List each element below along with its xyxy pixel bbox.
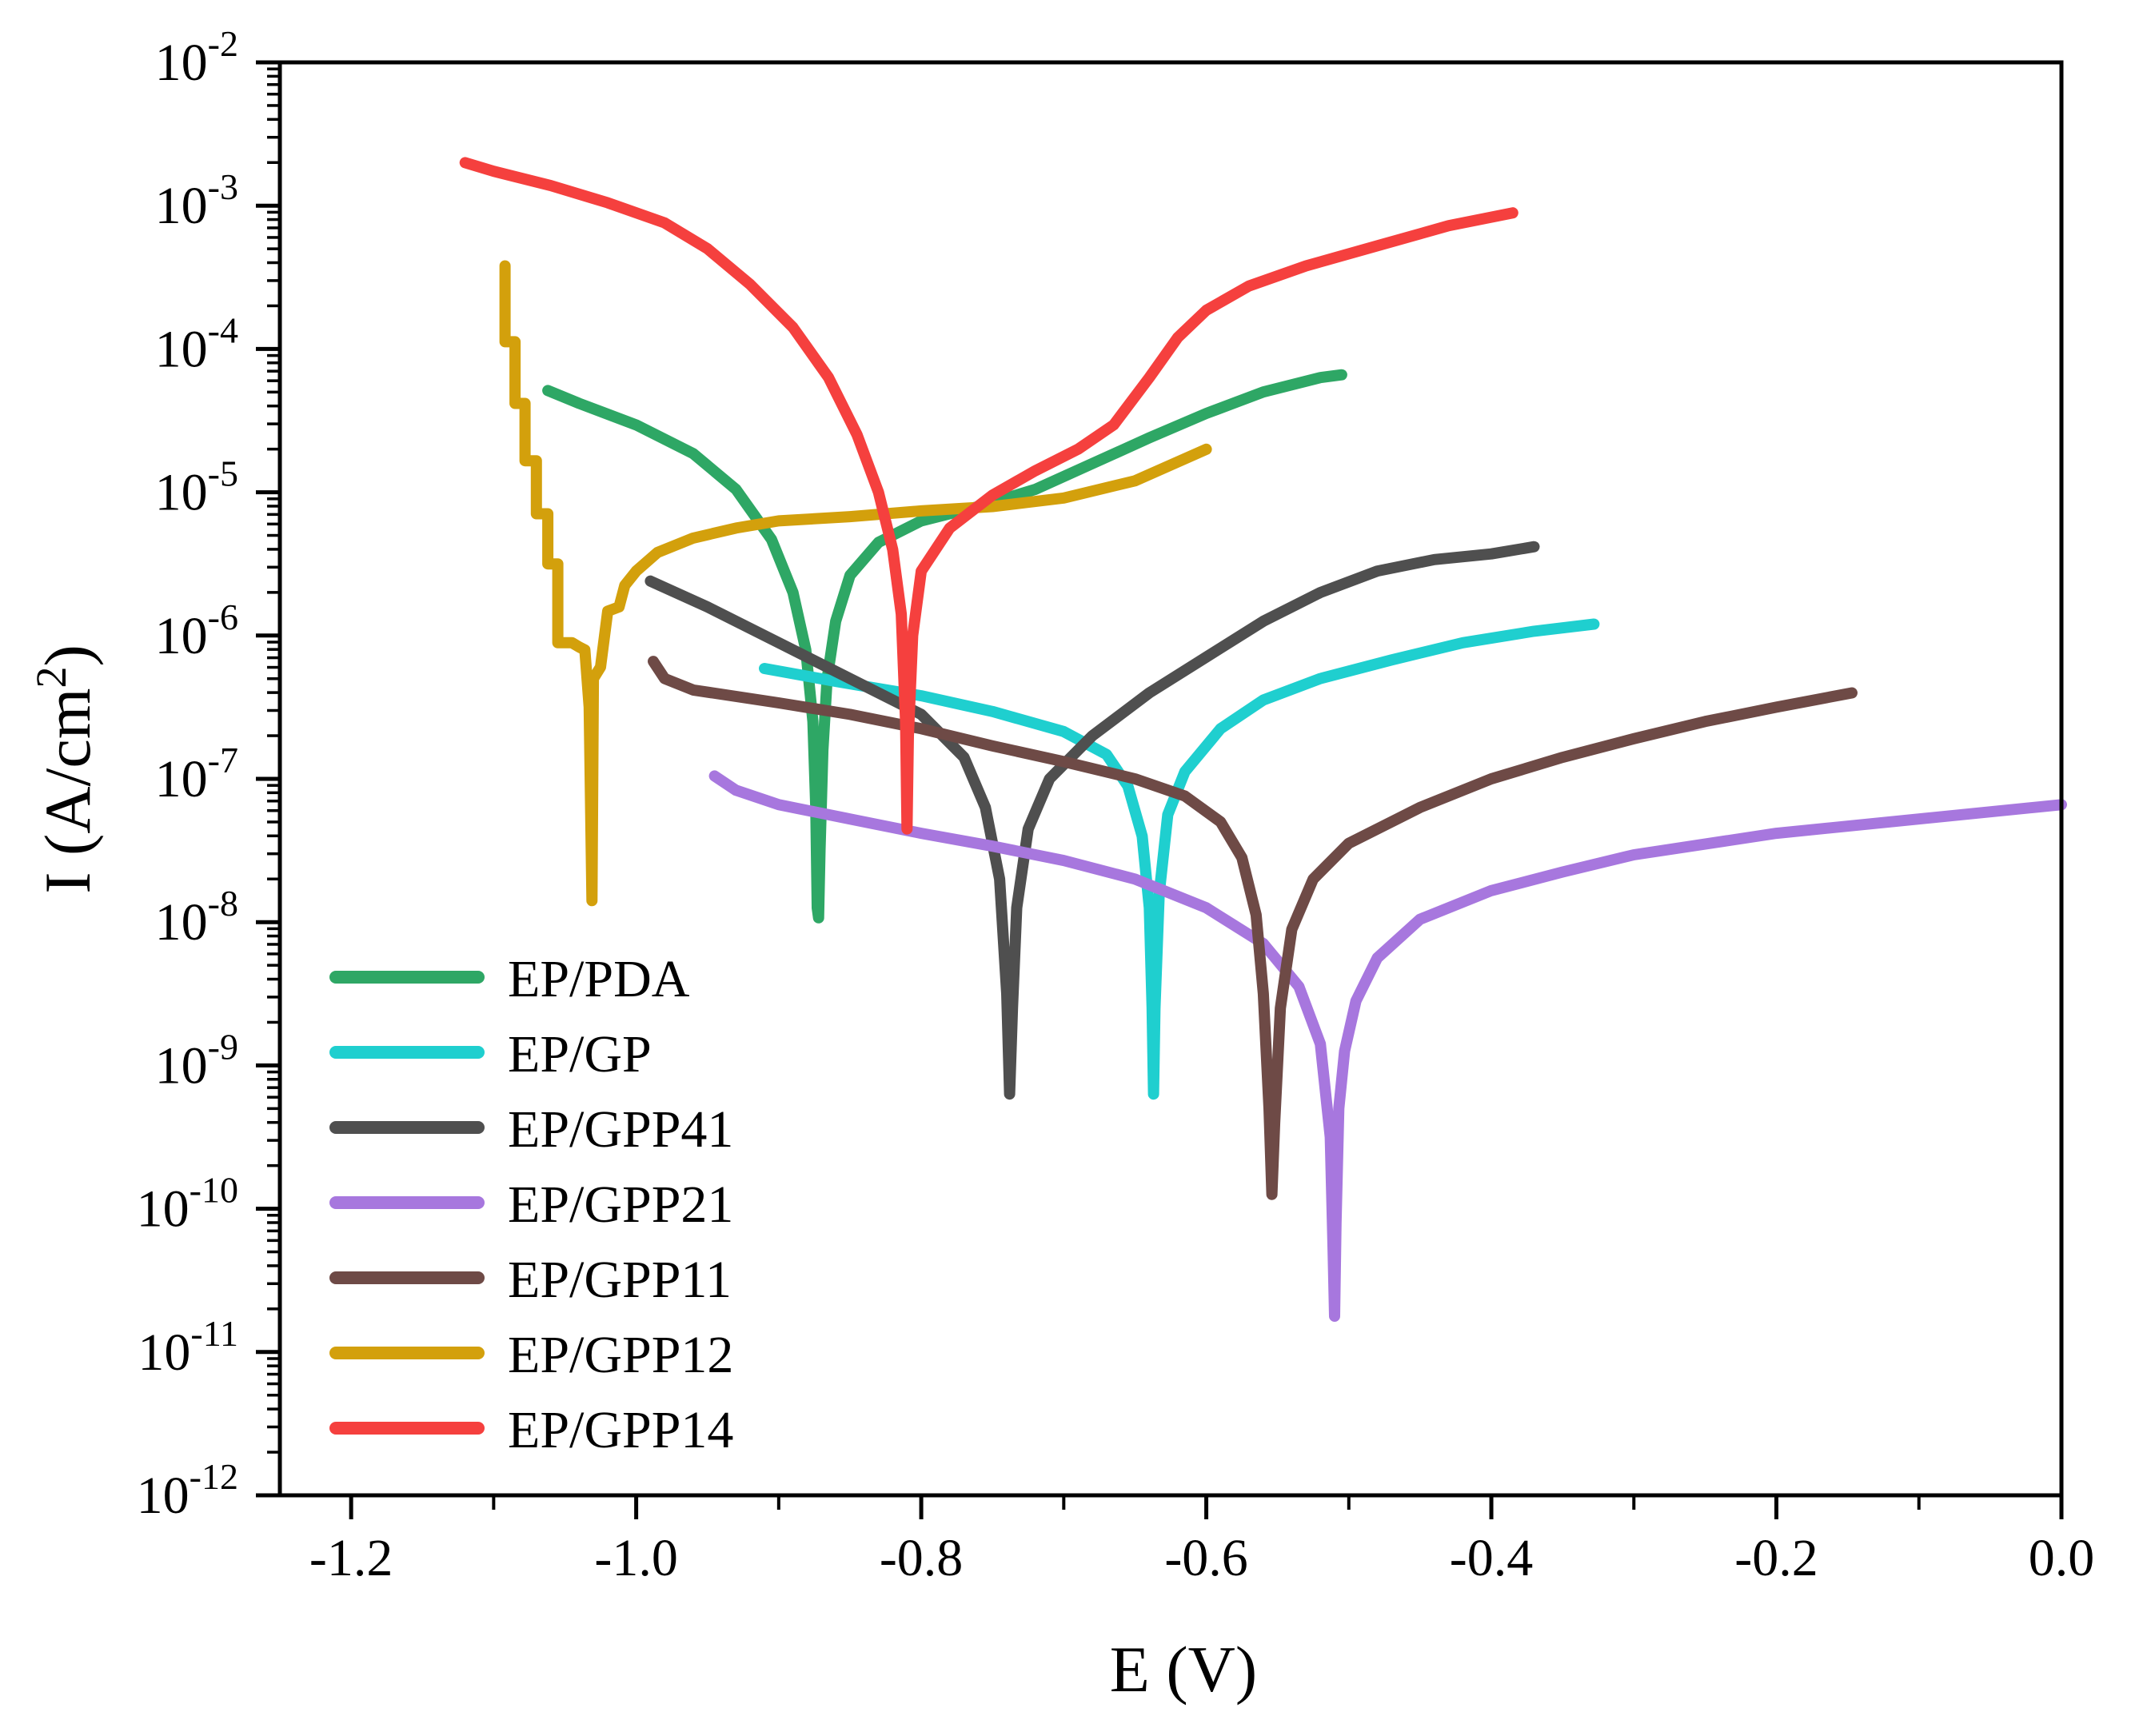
y-tick-exponent: -9 [208,1026,238,1067]
legend-item: EP/GPP11 [329,1251,732,1309]
y-tick-base: 10 [155,607,208,665]
series-layer [459,157,2067,1322]
y-tick-label: 10-11 [138,1313,238,1382]
y-tick-exponent: -3 [208,166,238,207]
y-tick-base: 10 [155,750,208,808]
series-ep-pda [542,369,1347,924]
legend-label: EP/GPP41 [508,1100,733,1159]
y-tick-labels: 10-210-310-410-510-610-710-810-910-1010-… [137,23,238,1525]
y-tick-exponent: -6 [208,597,238,637]
legend-label: EP/PDA [508,950,690,1008]
x-tick-label: -0.8 [880,1529,963,1587]
legend-item: EP/GPP21 [329,1175,733,1234]
y-tick-base: 10 [137,1180,190,1239]
y-tick-exponent: -4 [208,309,238,350]
y-tick-base: 10 [155,34,208,92]
x-tick-label: -1.2 [309,1529,393,1587]
series-ep-gpp21 [708,770,2067,1322]
y-tick-exponent: -5 [208,453,238,494]
legend-item: EP/PDA [329,950,690,1008]
plot-frame [277,60,2064,1498]
y-tick-base: 10 [137,1467,190,1525]
legend-label: EP/GPP14 [508,1401,733,1459]
x-tick-label: 0.0 [2029,1529,2095,1587]
y-axis-title-close: ) [31,645,104,666]
series-ep-gpp11 [648,656,1858,1200]
legend: EP/PDA EP/GP EP/GPP41 EP/GPP21 EP/GPP11 EP/GP… [329,950,733,1459]
y-tick-label: 10-6 [155,597,238,665]
series-ep-gpp14 [459,157,1518,835]
y-tick-label: 10-3 [155,166,238,235]
legend-item: EP/GPP12 [329,1326,733,1384]
legend-label: EP/GPP11 [508,1251,732,1309]
x-tick-label: -1.0 [594,1529,677,1587]
x-tick-label: -0.4 [1450,1529,1533,1587]
y-tick-base: 10 [155,320,208,378]
series-ep-gpp12 [499,260,1212,907]
y-tick-label: 10-10 [137,1170,238,1239]
y-tick-label: 10-2 [155,23,238,92]
x-tick-label: -0.2 [1734,1529,1818,1587]
y-tick-exponent: -12 [190,1456,238,1497]
axis-ticks [256,60,2064,1519]
y-tick-label: 10-12 [137,1456,238,1525]
y-tick-exponent: -2 [208,23,238,64]
y-tick-base: 10 [155,464,208,522]
legend-label: EP/GPP12 [508,1326,733,1384]
y-tick-exponent: -10 [190,1170,238,1211]
legend-item: EP/GPP14 [329,1401,733,1459]
x-tick-labels: -1.2 -1.0 -0.8 -0.6 -0.4 -0.2 0.0 [309,1529,2094,1587]
y-tick-base: 10 [155,893,208,952]
legend-label: EP/GP [508,1025,652,1084]
x-tick-label: -0.6 [1164,1529,1247,1587]
legend-item: EP/GP [329,1025,652,1084]
y-tick-label: 10-7 [155,740,238,808]
y-tick-label: 10-8 [155,883,238,952]
legend-label: EP/GPP21 [508,1175,733,1234]
series-ep-gp [759,618,1600,1100]
y-tick-base: 10 [155,177,208,235]
x-axis-title: E (V) [1110,1633,1257,1706]
y-tick-exponent: -8 [208,883,238,924]
y-axis-title-sup: 2 [27,667,75,688]
series-ep-gpp41 [645,541,1540,1100]
y-axis-title-main: I (A/cm [31,688,104,894]
y-axis-title: I (A/cm2) [27,645,104,894]
legend-item: EP/GPP41 [329,1100,733,1159]
y-tick-base: 10 [155,1036,208,1095]
y-tick-base: 10 [138,1323,190,1382]
y-tick-label: 10-4 [155,309,238,378]
y-tick-label: 10-5 [155,453,238,522]
y-tick-label: 10-9 [155,1026,238,1095]
y-tick-exponent: -7 [208,740,238,780]
y-tick-exponent: -11 [190,1313,238,1354]
